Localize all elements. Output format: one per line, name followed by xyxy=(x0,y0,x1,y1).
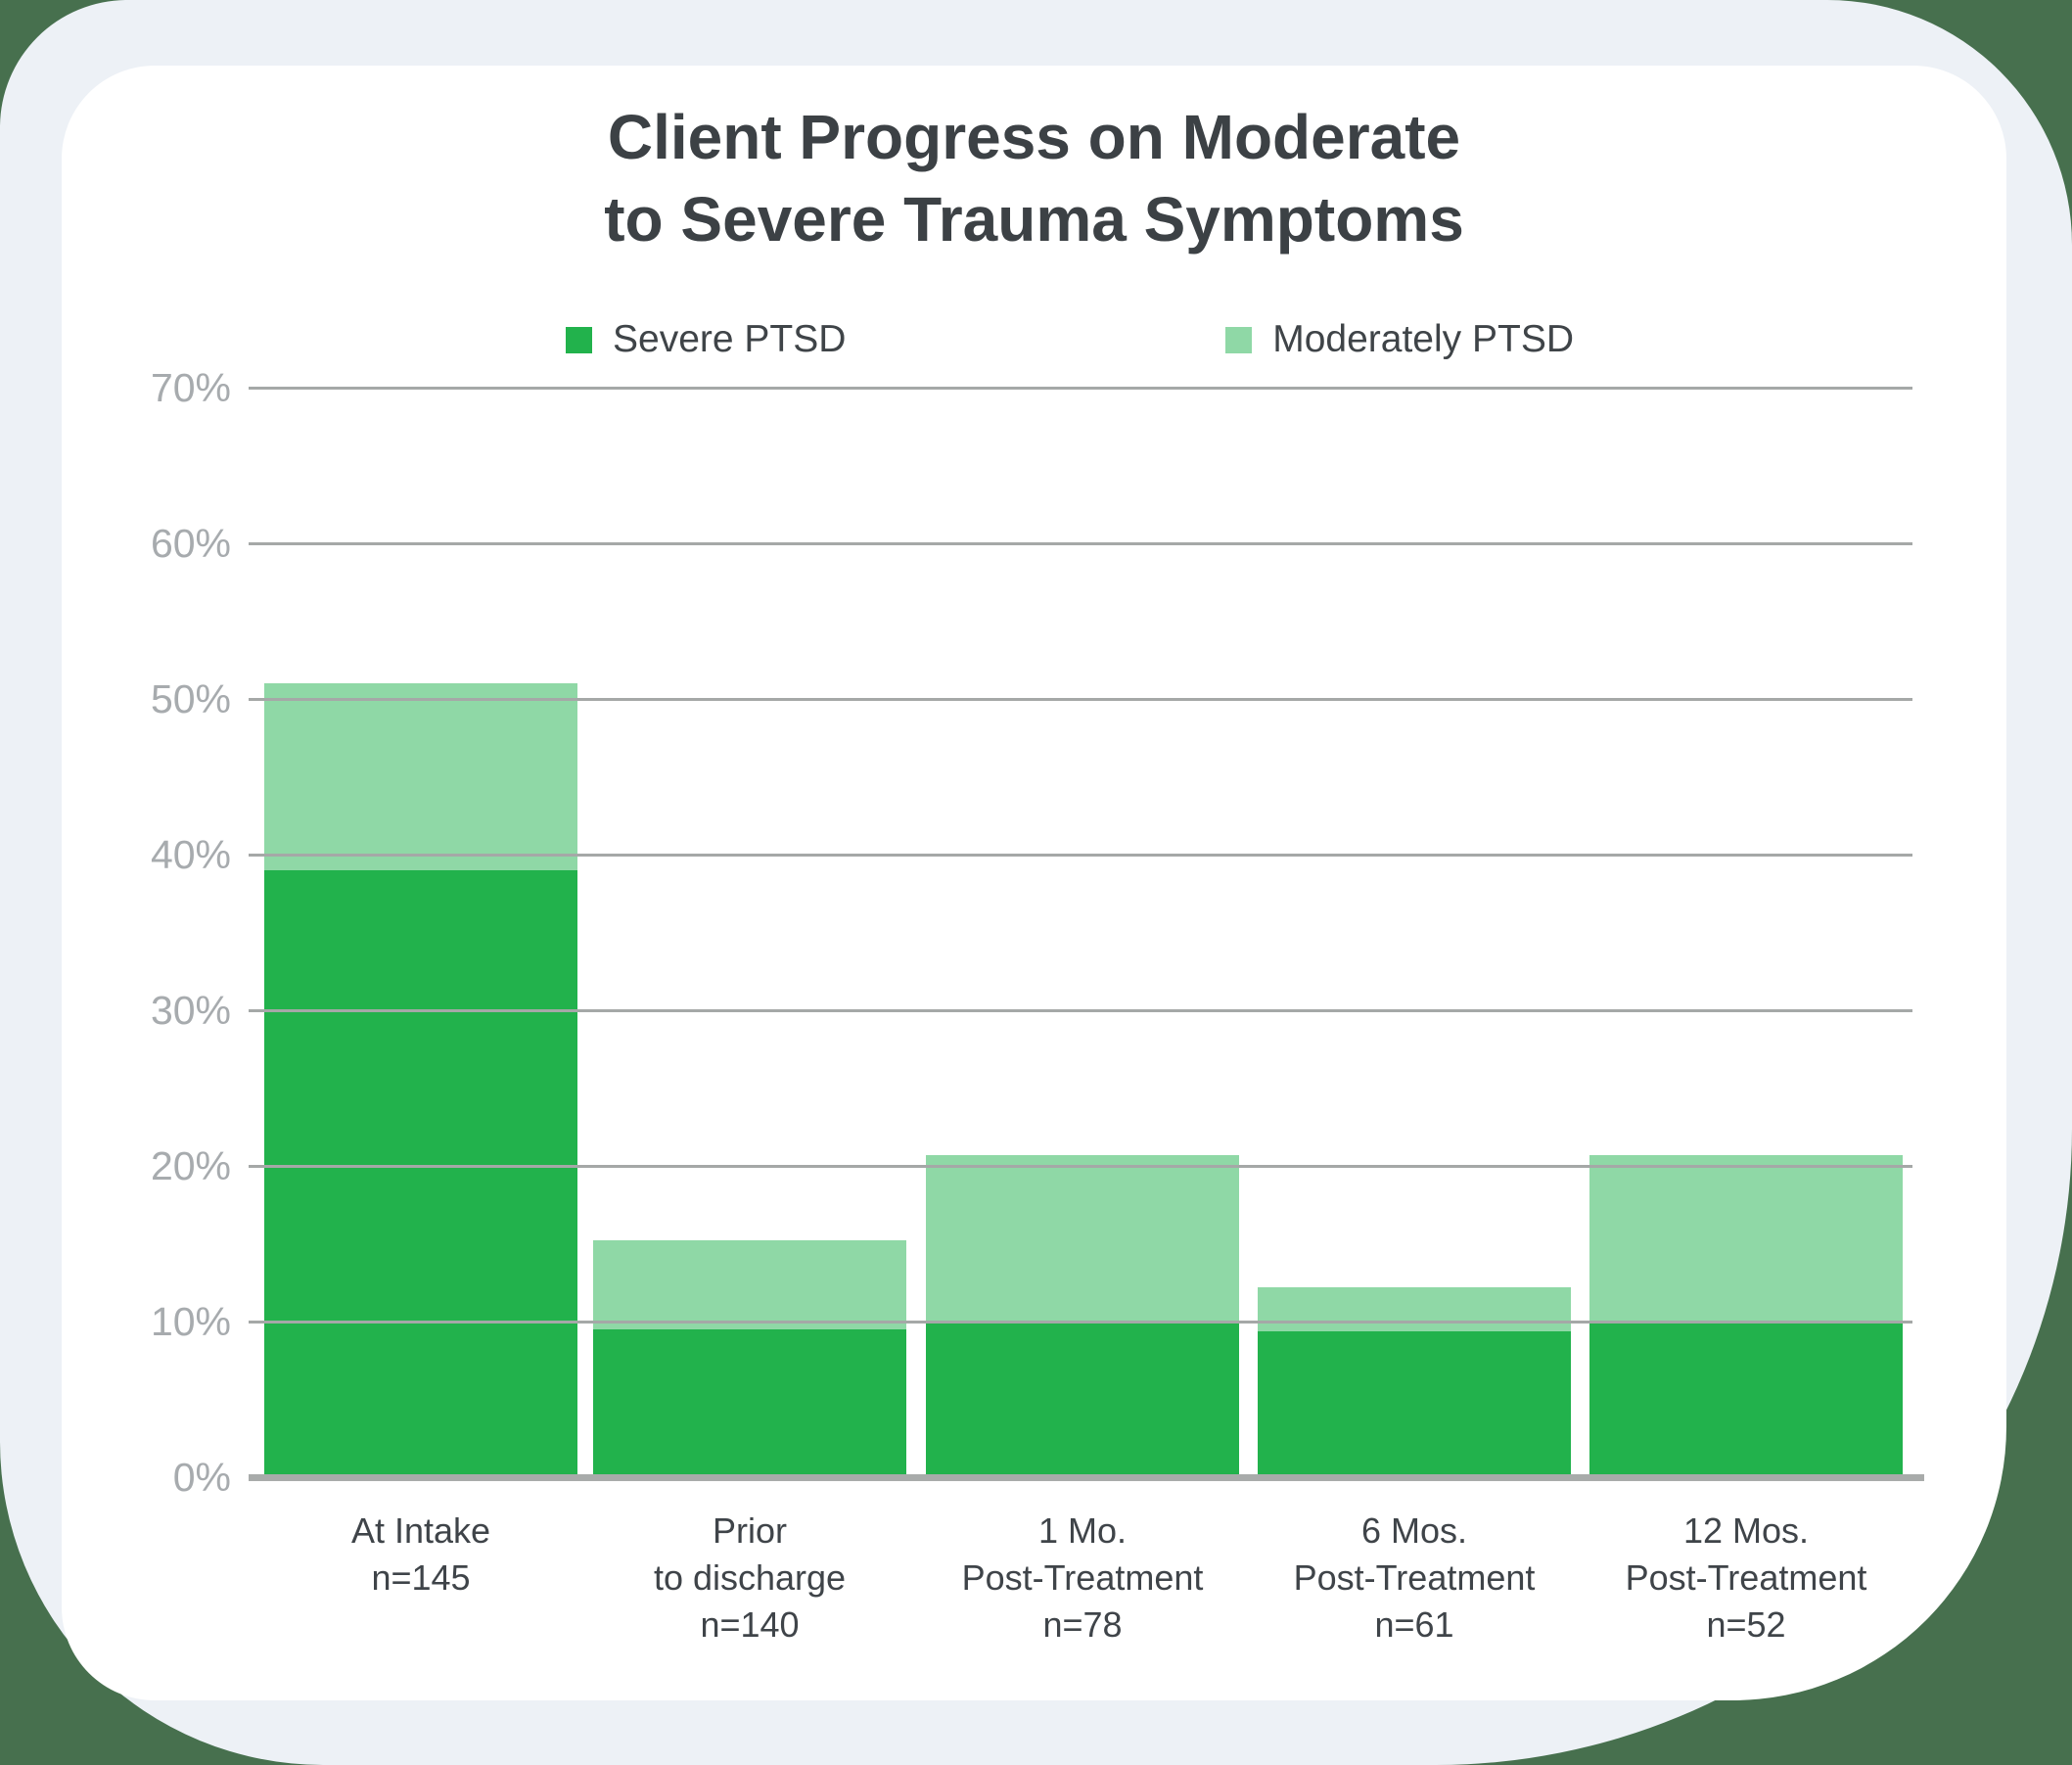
bar-severe-segment xyxy=(593,1328,906,1477)
bar-moderate-segment xyxy=(264,683,577,870)
legend-label: Moderately PTSD xyxy=(1272,318,1574,360)
bar-severe-segment xyxy=(264,869,577,1477)
bar-moderate-segment xyxy=(593,1240,906,1329)
x-axis-category-label: Prior to discharge n=140 xyxy=(564,1508,936,1649)
x-axis-category-label-line: 1 Mo. xyxy=(1037,1510,1128,1551)
x-axis-category-label-line: At Intake xyxy=(350,1510,491,1551)
bar-group xyxy=(1258,1287,1571,1477)
x-axis-category-label-line: Prior xyxy=(712,1510,787,1551)
x-axis-category-label-line: n=78 xyxy=(1042,1604,1123,1645)
bar-group xyxy=(593,1240,906,1477)
x-axis-line xyxy=(249,1474,1924,1481)
x-axis-category-label-line: Post-Treatment xyxy=(1625,1557,1867,1598)
y-axis-tick-label: 20% xyxy=(150,1143,231,1188)
x-axis-category-label: 6 Mos. Post-Treatment n=61 xyxy=(1228,1508,1600,1649)
legend-item: Severe PTSD xyxy=(566,318,846,361)
legend-item: Moderately PTSD xyxy=(1225,318,1574,361)
bar-group xyxy=(264,683,577,1477)
x-axis-category-label-line: Post-Treatment xyxy=(961,1557,1204,1598)
y-axis-tick-label: 40% xyxy=(150,832,231,877)
x-axis-category-label: At Intake n=145 xyxy=(235,1508,607,1602)
y-axis-tick-label: 10% xyxy=(150,1299,231,1344)
x-axis-category-label-line: n=61 xyxy=(1374,1604,1454,1645)
gridline xyxy=(249,387,1912,390)
bar-moderate-segment xyxy=(1589,1154,1903,1324)
bar-severe-segment xyxy=(926,1323,1239,1477)
x-axis-category-label-line: to discharge xyxy=(653,1557,847,1598)
y-axis-tick-label: 50% xyxy=(150,676,231,721)
bar-severe-segment xyxy=(1258,1330,1571,1477)
x-axis-category-label: 1 Mo. Post-Treatment n=78 xyxy=(897,1508,1268,1649)
legend-swatch xyxy=(566,326,592,353)
chart-title-line2: to Severe Trauma Symptoms xyxy=(604,184,1464,255)
y-axis-tick-label: 0% xyxy=(172,1455,231,1500)
legend-swatch xyxy=(1225,326,1253,353)
y-axis-tick-label: 70% xyxy=(150,365,231,410)
gridline xyxy=(249,1321,1912,1324)
x-axis-category-label-line: 12 Mos. xyxy=(1682,1510,1810,1551)
bar-moderate-segment xyxy=(926,1154,1239,1324)
chart-legend: Severe PTSD Moderately PTSD xyxy=(566,311,1574,368)
y-axis-tick-label: 30% xyxy=(150,988,231,1033)
gridline xyxy=(249,698,1912,701)
gridline xyxy=(249,1165,1912,1168)
chart-title-line1: Client Progress on Moderate xyxy=(607,102,1461,172)
x-axis-category-label-line: n=140 xyxy=(700,1604,800,1645)
bar-group xyxy=(1589,1154,1903,1477)
x-axis-category-label-line: 6 Mos. xyxy=(1360,1510,1468,1551)
gridline xyxy=(249,1009,1912,1012)
gridline xyxy=(249,542,1912,545)
legend-label: Severe PTSD xyxy=(613,318,847,360)
x-axis-category-label-line: n=52 xyxy=(1706,1604,1786,1645)
bar-severe-segment xyxy=(1589,1323,1903,1477)
bar-moderate-segment xyxy=(1258,1287,1571,1331)
bar-group xyxy=(926,1154,1239,1477)
x-axis-category-label: 12 Mos. Post-Treatment n=52 xyxy=(1560,1508,1932,1649)
y-axis-tick-label: 60% xyxy=(150,521,231,566)
gridline xyxy=(249,854,1912,857)
chart-title: Client Progress on Moderate to Severe Tr… xyxy=(62,96,2006,260)
x-axis-category-label-line: n=145 xyxy=(371,1557,471,1598)
x-axis-category-label-line: Post-Treatment xyxy=(1293,1557,1536,1598)
